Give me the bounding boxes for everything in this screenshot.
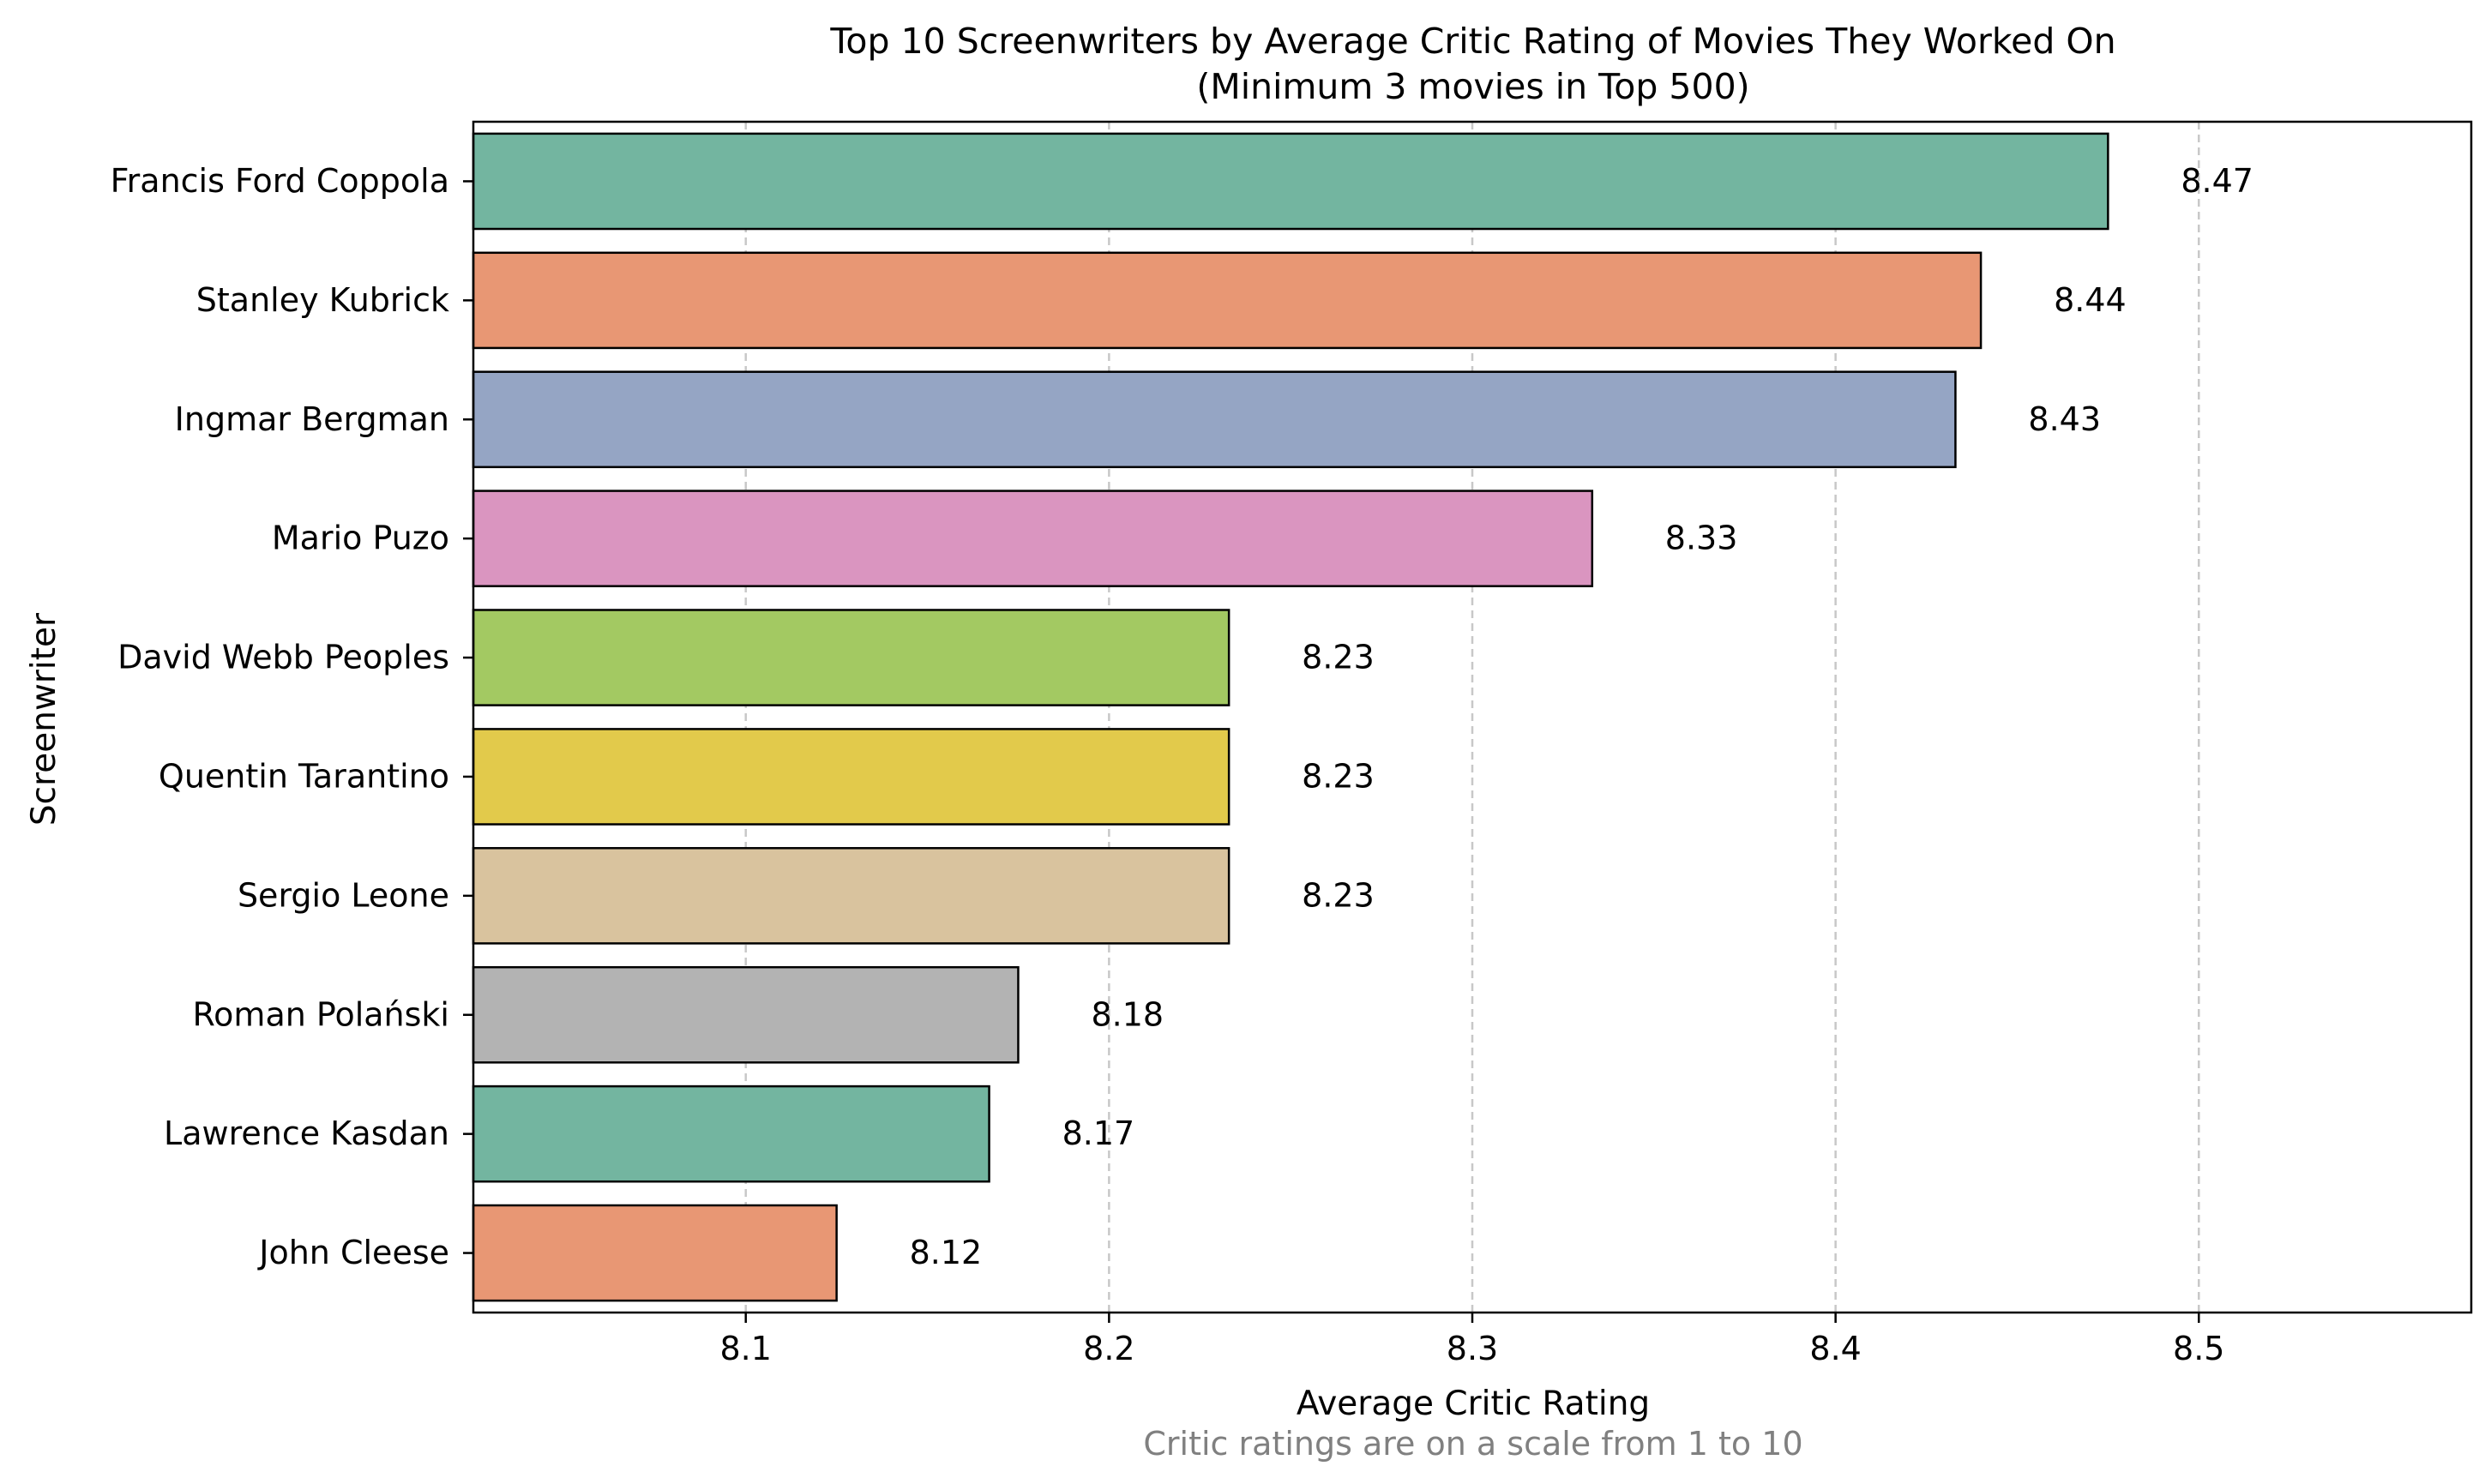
bar-value-label: 8.47 bbox=[2181, 162, 2253, 200]
bar bbox=[472, 847, 1230, 945]
y-axis-label: Screenwriter bbox=[25, 612, 63, 826]
bar bbox=[472, 132, 2109, 231]
y-tick-label: Ingmar Bergman bbox=[175, 400, 449, 438]
bars bbox=[472, 132, 2109, 1302]
chart-caption: Critic ratings are on a scale from 1 to … bbox=[1143, 1425, 1802, 1463]
bar bbox=[472, 251, 1983, 350]
y-tick-label: Stanley Kubrick bbox=[196, 281, 449, 319]
y-tick-label: Roman Polański bbox=[192, 995, 449, 1033]
bar bbox=[472, 1084, 990, 1183]
value-labels: 8.47 8.44 8.43 8.33 8.23 8.23 8.23 8.18 8.17 8.12 bbox=[910, 162, 2253, 1271]
y-tick-label: Mario Puzo bbox=[272, 520, 449, 557]
chart-title-line2: (Minimum 3 movies in Top 500) bbox=[1196, 66, 1749, 107]
y-tick-label: Quentin Tarantino bbox=[159, 757, 449, 795]
bar bbox=[472, 1204, 838, 1302]
bar-value-label: 8.18 bbox=[1091, 995, 1164, 1033]
bar-value-label: 8.44 bbox=[2054, 281, 2127, 319]
y-tick-label: David Webb Peoples bbox=[117, 639, 449, 676]
bar bbox=[472, 370, 1957, 469]
y-axis-ticks: Francis Ford Coppola Stanley Kubrick Ingma… bbox=[111, 162, 473, 1271]
y-tick-label: Francis Ford Coppola bbox=[111, 162, 449, 200]
bar-value-label: 8.17 bbox=[1062, 1115, 1135, 1152]
x-tick-label: 8.3 bbox=[1447, 1330, 1498, 1367]
x-tick-label: 8.1 bbox=[720, 1330, 772, 1367]
x-tick-label: 8.4 bbox=[1809, 1330, 1861, 1367]
bar-value-label: 8.23 bbox=[1302, 639, 1375, 676]
bar bbox=[472, 965, 1020, 1064]
y-tick-label: Lawrence Kasdan bbox=[164, 1115, 449, 1152]
bar bbox=[472, 728, 1230, 826]
bar-value-label: 8.23 bbox=[1302, 757, 1375, 795]
bar-value-label: 8.23 bbox=[1302, 876, 1375, 914]
bar-value-label: 8.43 bbox=[2028, 400, 2101, 438]
bar-value-label: 8.12 bbox=[910, 1234, 983, 1271]
y-tick-label: Sergio Leone bbox=[238, 876, 449, 914]
y-tick-label: John Cleese bbox=[257, 1234, 449, 1271]
bar bbox=[472, 490, 1594, 587]
chart-title-line1: Top 10 Screenwriters by Average Critic R… bbox=[829, 21, 2115, 62]
x-axis-label: Average Critic Rating bbox=[1297, 1385, 1650, 1423]
x-axis-ticks: 8.1 8.2 8.3 8.4 8.5 bbox=[720, 1313, 2224, 1367]
bar bbox=[472, 609, 1230, 706]
x-tick-label: 8.2 bbox=[1083, 1330, 1134, 1367]
x-tick-label: 8.5 bbox=[2173, 1330, 2224, 1367]
bar-value-label: 8.33 bbox=[1665, 520, 1738, 557]
